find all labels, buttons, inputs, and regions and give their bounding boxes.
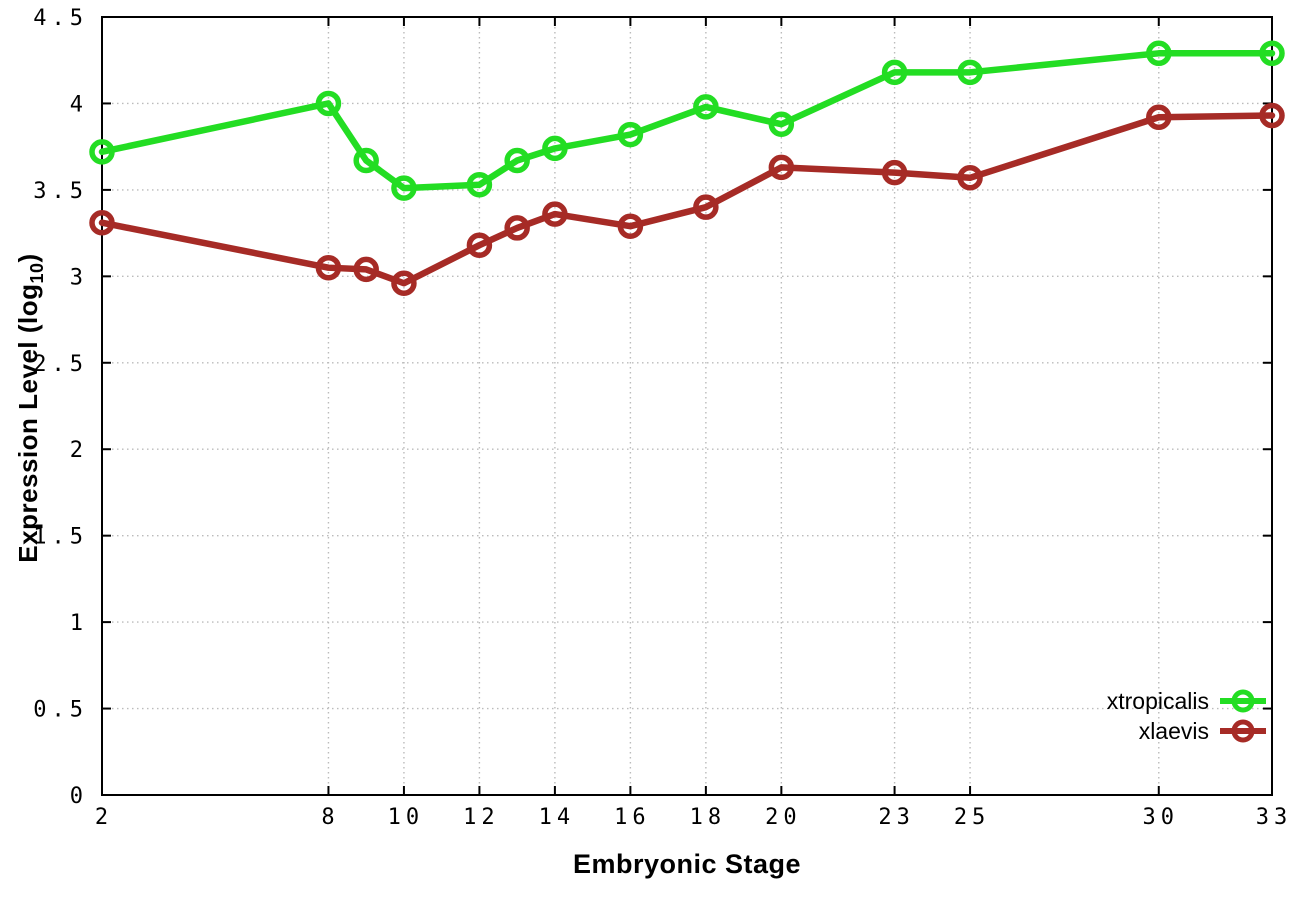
y-axis-title: Expression Level (log10) (13, 108, 47, 708)
legend-marker-xlaevis-icon (1220, 719, 1266, 743)
x-tick-label: 14 (539, 805, 576, 830)
data-point-xtropicalis (693, 94, 719, 120)
data-point-xlaevis (1259, 102, 1285, 129)
data-point-xlaevis (1146, 104, 1172, 131)
y-axis-title-text: Expression Level (log (13, 283, 43, 563)
series-line-xlaevis (98, 112, 1276, 287)
data-point-xtropicalis (353, 147, 379, 174)
data-point-xlaevis (391, 270, 417, 296)
x-tick-label: 18 (690, 805, 727, 830)
y-tick-label: 2.5 (33, 352, 88, 377)
x-tick-label: 16 (614, 805, 651, 830)
y-tick-label: 3 (70, 265, 88, 290)
series-line-xtropicalis (98, 50, 1276, 192)
data-point-xlaevis (466, 232, 493, 258)
y-tick-label: 0.5 (33, 698, 88, 723)
x-tick-label: 2 (95, 805, 113, 830)
x-tick-label: 33 (1256, 805, 1293, 830)
plot-border (101, 16, 1273, 796)
y-tick-label: 1 (70, 611, 88, 636)
data-point-xlaevis (542, 201, 568, 227)
x-tick-label: 12 (463, 805, 500, 830)
data-point-xtropicalis (957, 59, 983, 86)
legend-label-xtropicalis: xtropicalis (1106, 687, 1209, 714)
y-tick-label: 2 (70, 438, 88, 463)
data-point-xtropicalis (542, 135, 568, 162)
data-point-xlaevis (353, 256, 379, 283)
data-point-xtropicalis (89, 139, 115, 165)
y-axis-title-subscript: 10 (27, 262, 47, 284)
legend-label-xlaevis: xlaevis (1138, 717, 1209, 744)
data-point-xtropicalis (1146, 40, 1172, 67)
data-point-xtropicalis (617, 121, 644, 148)
data-point-xlaevis (693, 194, 719, 220)
data-point-xlaevis (504, 215, 530, 241)
legend-item-xlaevis: xlaevis (1139, 716, 1268, 746)
x-tick-label: 20 (765, 805, 802, 830)
legend-marker-xtropicalis-icon (1220, 689, 1266, 713)
x-tick-label: 8 (321, 805, 339, 830)
data-point-xlaevis (315, 254, 342, 281)
data-point-xlaevis (881, 159, 908, 186)
data-point-xtropicalis (1259, 40, 1285, 67)
data-point-xlaevis (89, 209, 115, 236)
x-tick-label: 10 (388, 805, 425, 830)
y-tick-label: 4.5 (33, 6, 88, 31)
y-tick-label: 4 (70, 92, 88, 117)
data-point-xtropicalis (315, 90, 342, 117)
data-point-xtropicalis (391, 175, 417, 201)
x-tick-label: 23 (878, 805, 915, 830)
data-point-xtropicalis (504, 147, 530, 174)
x-tick-label: 25 (954, 805, 991, 830)
x-tick-label: 30 (1143, 805, 1180, 830)
legend: xtropicalis xlaevis (1107, 686, 1268, 746)
data-point-xlaevis (617, 213, 644, 239)
data-point-xlaevis (768, 154, 795, 181)
legend-item-xtropicalis: xtropicalis (1107, 686, 1268, 716)
x-axis-title: Embryonic Stage (572, 849, 802, 879)
data-point-xtropicalis (768, 111, 795, 137)
y-tick-label: 1.5 (33, 525, 88, 550)
y-tick-label: 3.5 (33, 179, 88, 204)
y-tick-label: 0 (70, 784, 88, 809)
data-point-xtropicalis (881, 59, 908, 86)
data-point-xlaevis (957, 165, 983, 191)
data-point-xtropicalis (466, 171, 493, 198)
